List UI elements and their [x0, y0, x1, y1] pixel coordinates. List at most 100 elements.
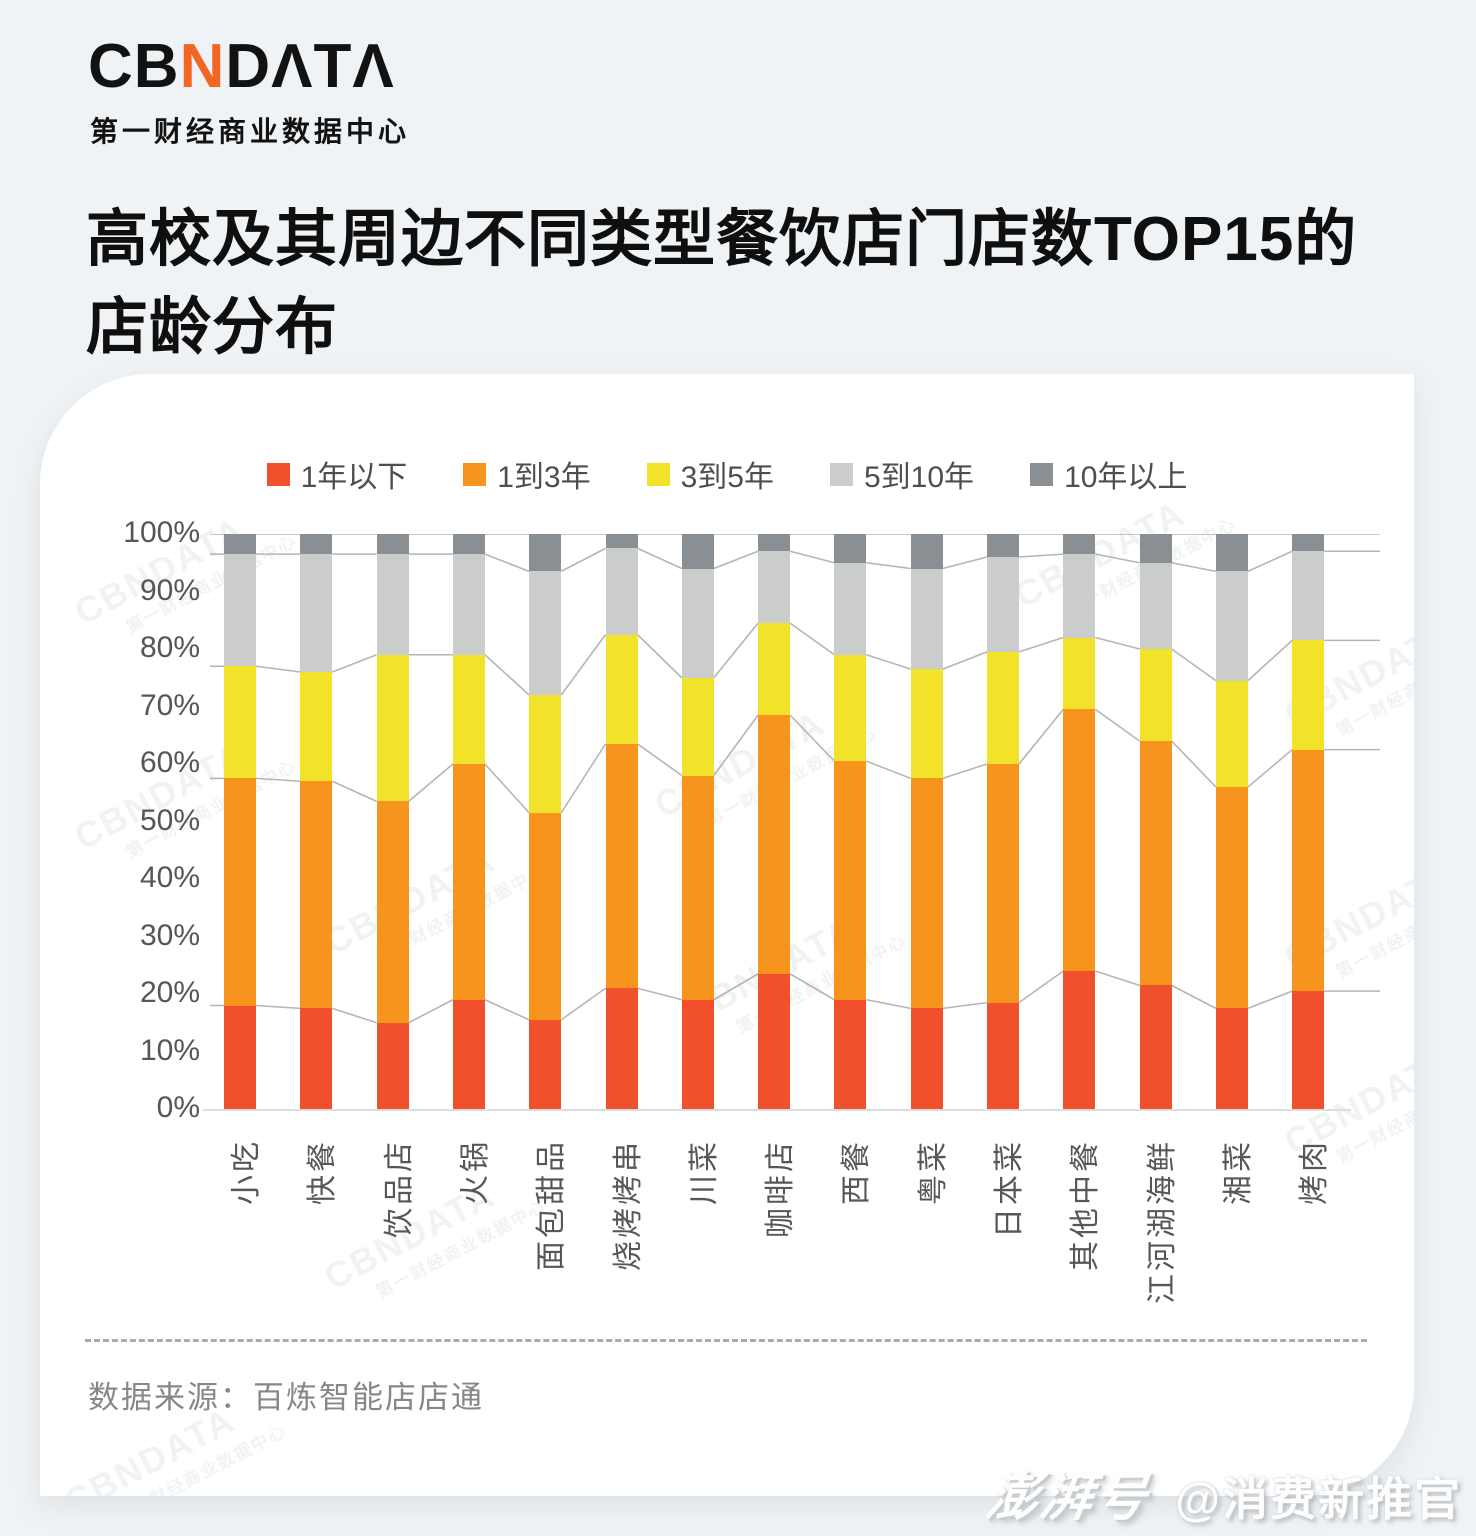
- bar-川菜-10年以上: [681, 534, 714, 569]
- y-tick-90%: 90%: [139, 573, 200, 607]
- logo-part-cb: CB: [88, 32, 180, 101]
- y-tick-50%: 50%: [139, 803, 200, 837]
- bar-江河湖海鲜-10年以上: [1139, 534, 1172, 563]
- bar-日本菜-1年以下: [987, 1002, 1019, 1109]
- bar-湘菜-3到5年: [1215, 680, 1248, 787]
- bar-咖啡店-3到5年: [758, 623, 791, 716]
- page-title-line2: 店龄分布: [86, 293, 339, 363]
- legend-swatch: [646, 462, 670, 486]
- bar-烧烤烤串-3到5年: [605, 634, 638, 744]
- y-tick-10%: 10%: [139, 1033, 200, 1067]
- legend-label: 1到3年: [497, 461, 591, 494]
- bar-粤菜-10年以上: [910, 534, 943, 569]
- x-label-粤菜: 粤菜: [916, 1139, 950, 1205]
- publisher-watermark: 澎湃号 @消费新推官: [982, 1455, 1462, 1530]
- bar-西餐-10年以上: [834, 534, 867, 563]
- bar-面包甜品-1年以下: [529, 1019, 562, 1109]
- bar-饮品店-5到10年: [376, 554, 409, 655]
- y-tick-100%: 100%: [123, 516, 200, 549]
- bar-烤肉-1到3年: [1292, 749, 1325, 992]
- y-tick-30%: 30%: [139, 918, 200, 952]
- bar-日本菜-1到3年: [987, 764, 1019, 1003]
- bar-湘菜-10年以上: [1215, 534, 1248, 572]
- bar-烤肉-3到5年: [1292, 640, 1325, 750]
- bar-快餐-10年以上: [300, 534, 333, 555]
- x-label-湘菜: 湘菜: [1221, 1139, 1255, 1205]
- bar-烤肉-5到10年: [1292, 551, 1325, 641]
- bar-川菜-3到5年: [681, 677, 714, 776]
- bar-小吃-1到3年: [224, 778, 256, 1006]
- bar-面包甜品-1到3年: [529, 812, 562, 1020]
- bar-咖啡店-10年以上: [758, 534, 791, 552]
- x-label-快餐: 快餐: [306, 1139, 340, 1205]
- bar-西餐-1到3年: [834, 761, 867, 1000]
- bar-川菜-1到3年: [681, 775, 714, 1000]
- y-tick-40%: 40%: [139, 861, 200, 894]
- bar-咖啡店-1到3年: [758, 715, 791, 974]
- legend-label: 1年以下: [300, 461, 408, 494]
- legend-item-5到10年: 5到10年: [830, 452, 974, 496]
- x-label-烧烤烤串: 烧烤烤串: [611, 1139, 645, 1271]
- y-tick-70%: 70%: [139, 688, 200, 722]
- bar-西餐-1年以下: [834, 999, 867, 1109]
- legend-swatch: [830, 462, 853, 486]
- bar-其他中餐-5到10年: [1063, 554, 1096, 638]
- connector-lines: [210, 534, 1380, 1024]
- x-label-西餐: 西餐: [840, 1139, 874, 1205]
- bar-快餐-1到3年: [300, 781, 333, 1009]
- bar-面包甜品-5到10年: [529, 571, 562, 695]
- bar-江河湖海鲜-5到10年: [1139, 562, 1172, 649]
- bar-日本菜-3到5年: [987, 651, 1019, 764]
- cbndata-logo: CBNDΛTΛ: [88, 36, 395, 98]
- bar-烤肉-1年以下: [1292, 991, 1325, 1109]
- bar-湘菜-1年以下: [1215, 1008, 1248, 1109]
- x-label-烤肉: 烤肉: [1298, 1139, 1332, 1205]
- bar-江河湖海鲜-1到3年: [1139, 741, 1172, 986]
- x-label-咖啡店: 咖啡店: [764, 1139, 798, 1238]
- bar-咖啡店-1年以下: [758, 973, 791, 1109]
- bar-其他中餐-3到5年: [1063, 637, 1096, 710]
- bar-粤菜-1到3年: [910, 778, 943, 1009]
- bar-快餐-5到10年: [300, 554, 333, 672]
- bar-粤菜-5到10年: [910, 568, 943, 670]
- bar-小吃-3到5年: [224, 666, 256, 779]
- bar-湘菜-1到3年: [1215, 787, 1248, 1009]
- x-label-江河湖海鲜: 江河湖海鲜: [1145, 1139, 1179, 1304]
- bar-小吃-1年以下: [224, 1005, 256, 1109]
- plot-area: [40, 534, 1414, 1111]
- bar-其他中餐-1年以下: [1063, 971, 1096, 1109]
- pengpai-logo: 澎湃号: [982, 1469, 1153, 1527]
- bar-西餐-5到10年: [834, 562, 867, 655]
- legend-item-3到5年: 3到5年: [646, 452, 774, 496]
- bar-粤菜-3到5年: [910, 669, 943, 779]
- source-note: 数据来源：百炼智能店店通: [88, 1380, 484, 1415]
- y-tick-80%: 80%: [139, 631, 200, 664]
- bar-火锅-5到10年: [452, 554, 485, 655]
- bar-火锅-3到5年: [452, 654, 485, 764]
- legend-item-10年以上: 10年以上: [1030, 452, 1187, 496]
- bar-烤肉-10年以上: [1292, 534, 1325, 552]
- bar-小吃-5到10年: [224, 554, 256, 667]
- x-label-其他中餐: 其他中餐: [1069, 1139, 1103, 1271]
- bar-烧烤烤串-1年以下: [605, 988, 638, 1109]
- bar-湘菜-5到10年: [1215, 571, 1248, 681]
- bar-日本菜-10年以上: [987, 534, 1019, 557]
- bar-火锅-10年以上: [452, 534, 485, 555]
- bar-面包甜品-3到5年: [529, 695, 562, 813]
- bar-火锅-1年以下: [452, 999, 485, 1109]
- bar-江河湖海鲜-3到5年: [1139, 649, 1172, 741]
- bar-饮品店-1年以下: [376, 1022, 409, 1109]
- bar-日本菜-5到10年: [987, 557, 1019, 652]
- publisher-account: @消费新推官: [1175, 1473, 1462, 1525]
- x-label-小吃: 小吃: [230, 1139, 263, 1205]
- logo-part-data: DΛTΛ: [225, 32, 395, 101]
- y-tick-60%: 60%: [139, 746, 200, 779]
- legend-item-1年以下: 1年以下: [266, 452, 408, 496]
- legend-label: 3到5年: [680, 461, 774, 494]
- x-axis-line: [203, 1109, 1351, 1111]
- bar-饮品店-3到5年: [376, 654, 409, 802]
- bar-快餐-1年以下: [300, 1008, 333, 1109]
- y-tick-20%: 20%: [139, 976, 200, 1009]
- bar-川菜-5到10年: [681, 568, 714, 678]
